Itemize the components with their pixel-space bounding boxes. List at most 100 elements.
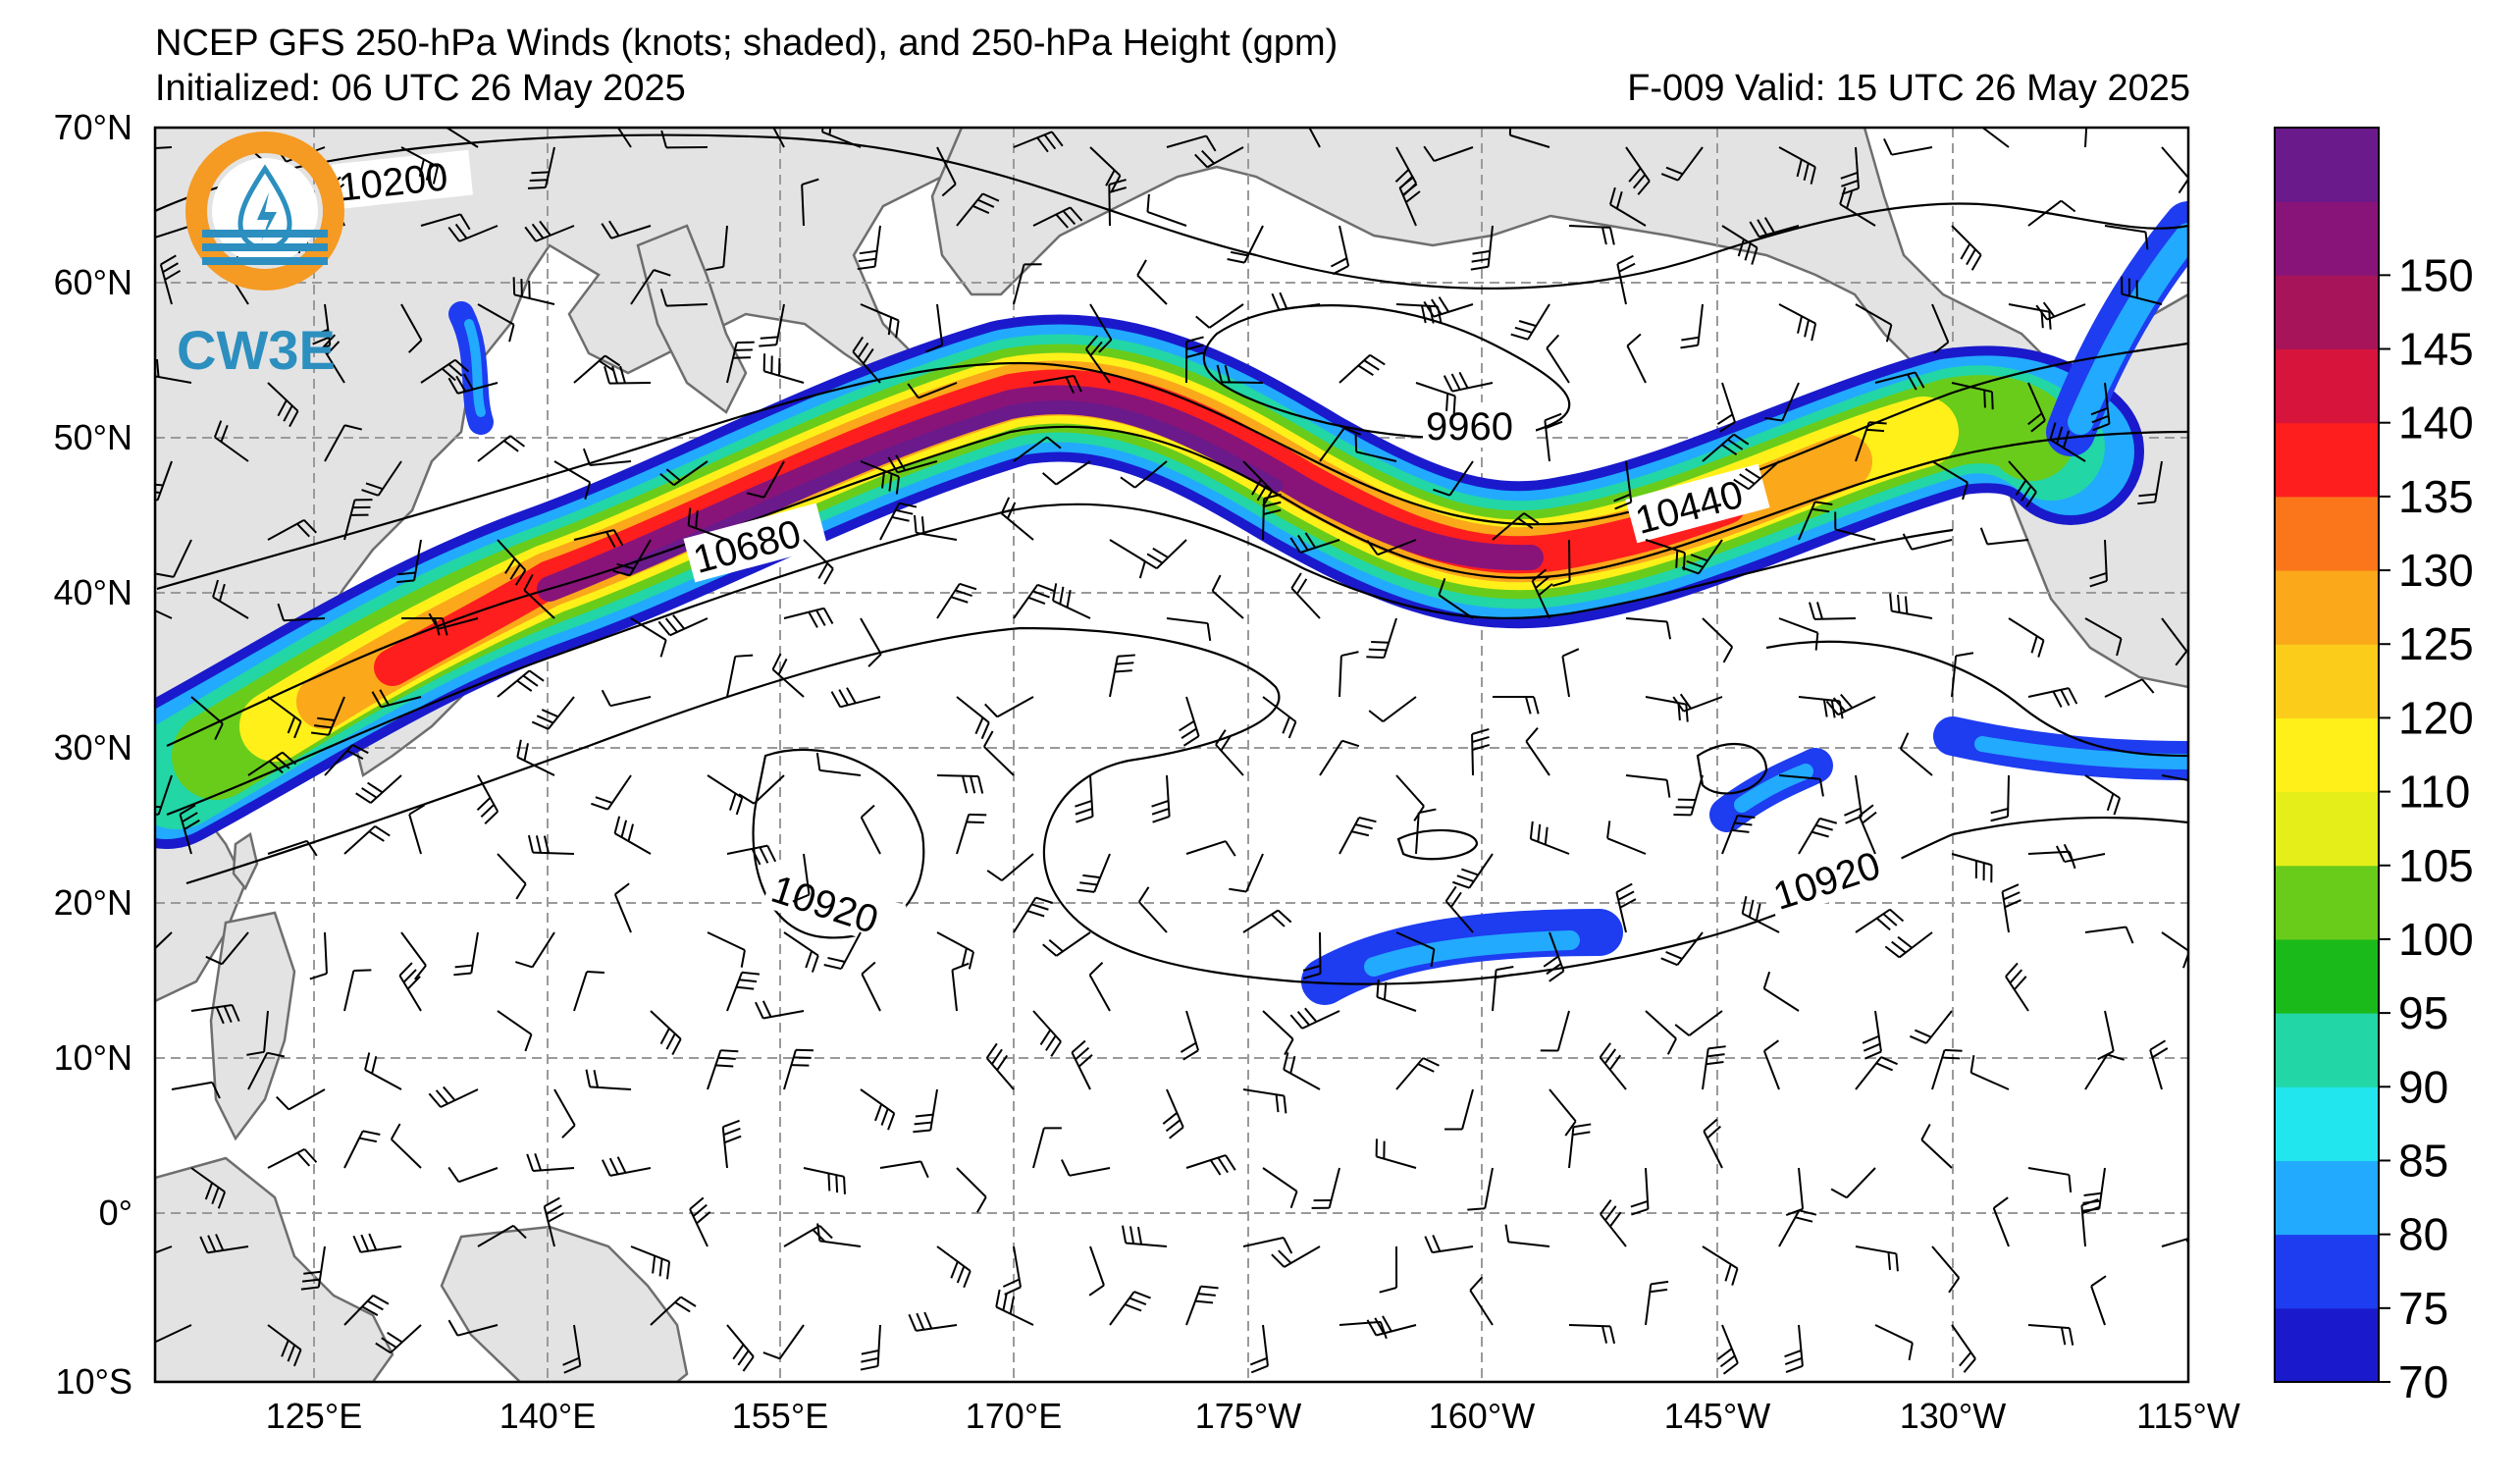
wind-barb [1089,303,1113,353]
wind-barb [792,853,811,903]
wind-barb [1889,593,1933,619]
lightning-icon [257,192,277,241]
wind-barb [1645,1010,1677,1055]
wind-barb [1544,412,1563,462]
wind-barb [1492,966,1514,1012]
wind-barb [1990,774,2010,822]
wind-barb [762,1324,805,1360]
colorbar-segment [2275,865,2379,940]
wind-barb [936,582,977,619]
wind-barb [155,460,173,502]
wind-barb [1561,648,1580,698]
wind-barb [2027,382,2046,433]
wind-barb [1874,371,1925,391]
wind-barb [726,971,761,1012]
wind-barb [1166,617,1212,642]
wind-barb [995,1289,1034,1326]
colorbar-segment [2275,128,2379,202]
wind-barb [1615,882,1637,933]
wind-barb [936,931,974,970]
contour-9960 [1202,304,1571,440]
wind-barb [726,1324,755,1372]
wind-barb [1549,1088,1577,1137]
wind-barb [1703,1118,1723,1169]
wind-barb [1109,654,1135,698]
wind-barb [1733,460,1780,491]
wind-barb [913,514,958,541]
wind-barb [476,774,499,824]
wind-barb [2084,617,2123,657]
wind-barb [447,223,499,242]
wind-barb [1398,176,1421,227]
wind-barb [1339,1320,1388,1340]
wind-barb [343,824,391,855]
wind-barbs [155,128,2188,1375]
wind-barb [582,448,632,467]
wind-barb [1042,931,1091,957]
wind-barb [322,334,345,384]
wind-barb [1568,1324,1616,1345]
wind-barb [1032,1127,1062,1169]
wind-barb [1289,1007,1340,1030]
wind-barb [420,213,471,231]
wind-barb [267,1147,318,1169]
wind-barb [956,1167,987,1213]
wind-barb [2055,843,2106,864]
wind-barb [1504,1224,1550,1247]
wind-barb [155,1324,192,1344]
wind-barb [1289,532,1340,554]
wind-barb [2121,276,2163,305]
wind-barb [390,1123,422,1169]
wind-barb [2027,199,2076,227]
wind-barb [2104,225,2149,250]
wind-barb [1041,460,1091,486]
wind-barb [936,1245,971,1289]
lat-label: 20°N [54,882,132,923]
wind-barb [860,303,900,339]
wind-barb [956,192,1000,227]
wind-barb [706,225,728,271]
wind-barb [803,539,834,585]
wind-barb [2161,774,2188,782]
wind-barb [1645,1280,1669,1326]
wind-barb [908,1311,958,1332]
colorbar-segment [2275,1234,2379,1309]
wind-barb [267,382,299,428]
wind-barb [1931,1245,1961,1294]
wind-barb [985,1042,1015,1090]
wind-barb [1778,1209,1817,1247]
wind-barb [1608,186,1647,227]
wind-barb [650,1010,682,1056]
wind-barb [1673,774,1704,817]
colorbar-segment [2275,1160,2379,1236]
colorbar-tick-label: 100 [2398,914,2474,965]
wind-barb [1444,1088,1474,1131]
wind-barb [515,931,555,969]
wind-barb [1262,1167,1298,1209]
wind-barb [247,1051,286,1090]
wind-barb [497,853,527,900]
wind-barb [601,689,652,708]
wind-barb [1185,1154,1236,1176]
wind-barb [447,373,499,395]
wind-barb [300,1245,326,1291]
wind-barb [1883,138,1933,156]
wind-barb [199,1234,249,1254]
wind-barb [602,1156,652,1177]
wind-barb [1899,732,1933,776]
colorbar-tick-label: 105 [2398,840,2474,891]
wind-barb [1185,840,1236,857]
wind-barb [1368,696,1417,722]
wind-barb [1855,303,1893,343]
wind-barb [783,931,819,973]
colorbar-frame [2274,127,2380,1383]
wind-barb [1330,225,1350,276]
wind-barb [1721,225,1759,265]
wind-barb [1762,971,1800,1012]
wind-barb [527,146,555,189]
colorbar-segment [2275,791,2379,867]
wind-barb [1525,727,1550,776]
wind-barb [1032,1010,1062,1057]
wind-barb [400,303,423,353]
contour-labels: 10200 10680 9960 10440 10920 10920 [331,149,1908,949]
